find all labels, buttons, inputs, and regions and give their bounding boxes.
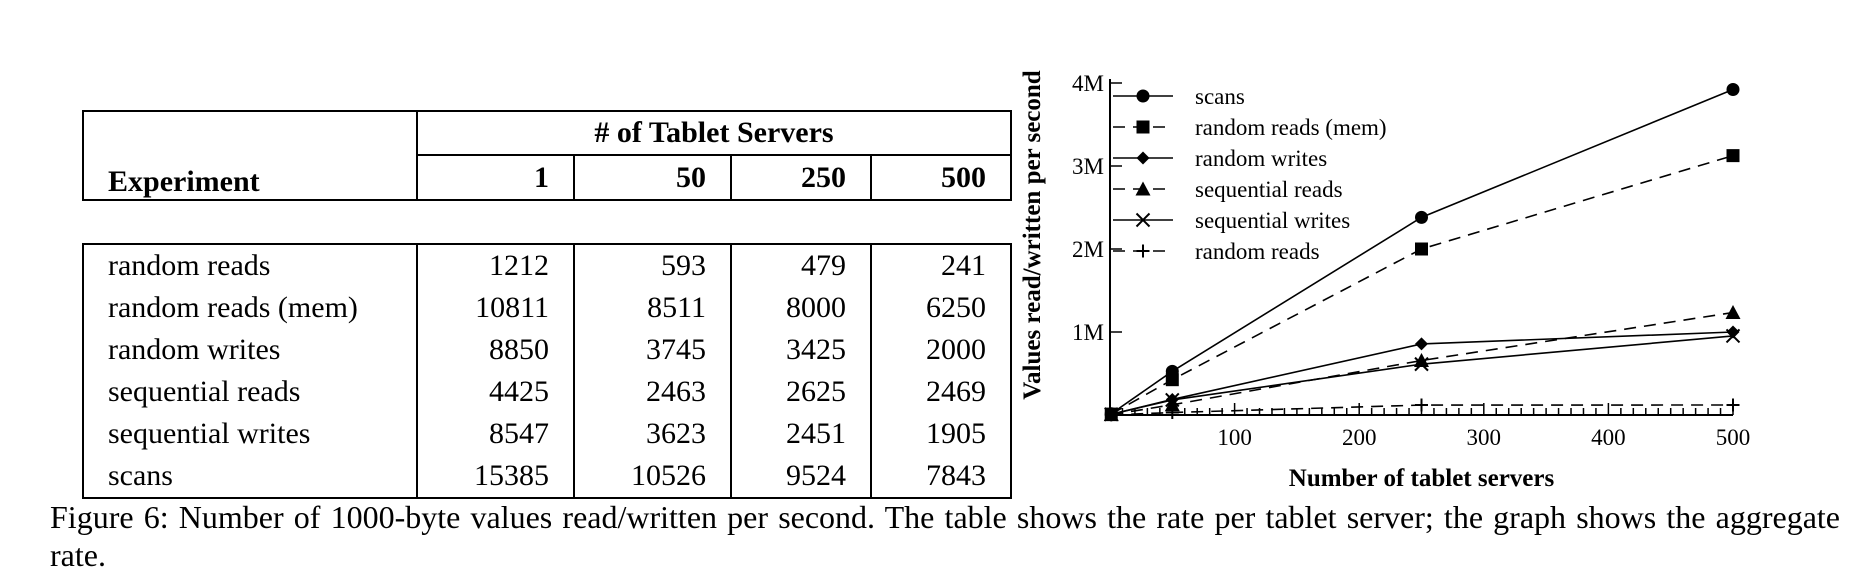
data-point — [1726, 149, 1740, 163]
column-header: 500 — [871, 155, 1012, 201]
series-line — [1110, 154, 1734, 415]
column-header: 250 — [731, 155, 872, 201]
data-point — [1415, 242, 1428, 256]
legend-label: scans — [1195, 84, 1245, 109]
table-row: sequential writes 8547 3623 2451 1905 — [82, 413, 1012, 455]
data-point — [1726, 83, 1740, 97]
legend-label: random reads — [1195, 239, 1320, 264]
legend-label: random reads (mem) — [1195, 115, 1387, 140]
experiment-header-spacer — [82, 110, 418, 155]
data-point — [1415, 398, 1428, 412]
data-point — [1165, 406, 1179, 420]
x-tick-label: 200 — [1342, 425, 1377, 450]
group-header: # of Tablet Servers — [417, 110, 1012, 156]
legend-marker — [1136, 151, 1150, 165]
x-axis-label: Number of tablet servers — [1289, 465, 1555, 492]
legend-label: sequential reads — [1195, 177, 1343, 202]
column-header: 50 — [574, 155, 732, 201]
table-cell: 7843 — [871, 455, 1012, 499]
table-cell: 479 — [731, 243, 872, 287]
data-point — [1164, 397, 1180, 412]
x-tick-label: 100 — [1217, 425, 1252, 450]
table-cell: 10526 — [574, 455, 732, 499]
table-cell: 3425 — [731, 329, 872, 371]
legend-marker — [1135, 181, 1151, 196]
legend-marker — [1136, 244, 1150, 258]
legend-marker — [1136, 120, 1150, 134]
data-point — [1726, 325, 1740, 339]
table-cell: 10811 — [417, 287, 575, 329]
row-label: random writes — [82, 329, 418, 371]
x-tick-label: 500 — [1716, 425, 1751, 450]
table-cell: 3745 — [574, 329, 732, 371]
series-line — [1111, 335, 1734, 416]
table-cell: 8511 — [574, 287, 732, 329]
row-label: random reads (mem) — [82, 287, 418, 329]
y-tick-label: 4M — [1072, 71, 1104, 96]
data-point — [1725, 305, 1741, 320]
table-cell: 2469 — [871, 371, 1012, 413]
experiment-header: Experiment — [82, 155, 418, 201]
row-label: scans — [82, 455, 418, 499]
table-row: random reads (mem) 10811 8511 8000 6250 — [82, 287, 1012, 329]
data-point — [1725, 328, 1741, 344]
figure-caption: Figure 6: Number of 1000-byte values rea… — [50, 499, 1840, 573]
data-point — [1414, 356, 1429, 372]
table-cell: 2463 — [574, 371, 732, 413]
table-cell: 8000 — [731, 287, 872, 329]
column-header: 1 — [417, 155, 575, 201]
data-point — [1165, 373, 1179, 387]
table-cell: 1905 — [871, 413, 1012, 455]
x-tick-label: 300 — [1467, 425, 1502, 450]
table-cell: 8850 — [417, 329, 575, 371]
series-line — [1111, 404, 1734, 416]
y-tick-label: 2M — [1072, 237, 1104, 262]
data-point — [1104, 408, 1118, 422]
series-line — [1110, 88, 1734, 415]
y-tick-label: 1M — [1072, 320, 1104, 345]
table-cell: 9524 — [731, 455, 872, 499]
row-label: sequential writes — [82, 413, 418, 455]
table-row: scans 15385 10526 9524 7843 — [82, 455, 1012, 499]
results-table: # of Tablet Servers Experiment 1 50 250 … — [82, 110, 1012, 499]
x-tick-label: 400 — [1591, 425, 1626, 450]
legend-marker — [1136, 89, 1150, 103]
table-row: random writes 8850 3745 3425 2000 — [82, 329, 1012, 371]
table-cell: 8547 — [417, 413, 575, 455]
data-point — [1165, 392, 1180, 408]
y-axis-label: Values read/written per second — [1019, 70, 1046, 399]
table-cell: 2000 — [871, 329, 1012, 371]
legend-label: sequential writes — [1195, 208, 1350, 233]
legend-label: random writes — [1195, 146, 1327, 171]
table-cell: 1212 — [417, 243, 575, 287]
y-tick-label: 3M — [1072, 154, 1104, 179]
table-cell: 593 — [574, 243, 732, 287]
table-cell: 2451 — [731, 413, 872, 455]
legend-marker — [1135, 212, 1151, 228]
table-cell: 4425 — [417, 371, 575, 413]
data-point — [1726, 398, 1740, 412]
table-cell: 15385 — [417, 455, 575, 499]
table-cell: 3623 — [574, 413, 732, 455]
row-label: sequential reads — [82, 371, 418, 413]
data-point — [1415, 337, 1428, 351]
row-label: random reads — [82, 243, 418, 287]
table-row: sequential reads 4425 2463 2625 2469 — [82, 371, 1012, 413]
data-point — [1415, 210, 1428, 224]
table-cell: 241 — [871, 243, 1012, 287]
table-row: random reads 1212 593 479 241 — [82, 243, 1012, 287]
table-cell: 2625 — [731, 371, 872, 413]
table-cell: 6250 — [871, 287, 1012, 329]
